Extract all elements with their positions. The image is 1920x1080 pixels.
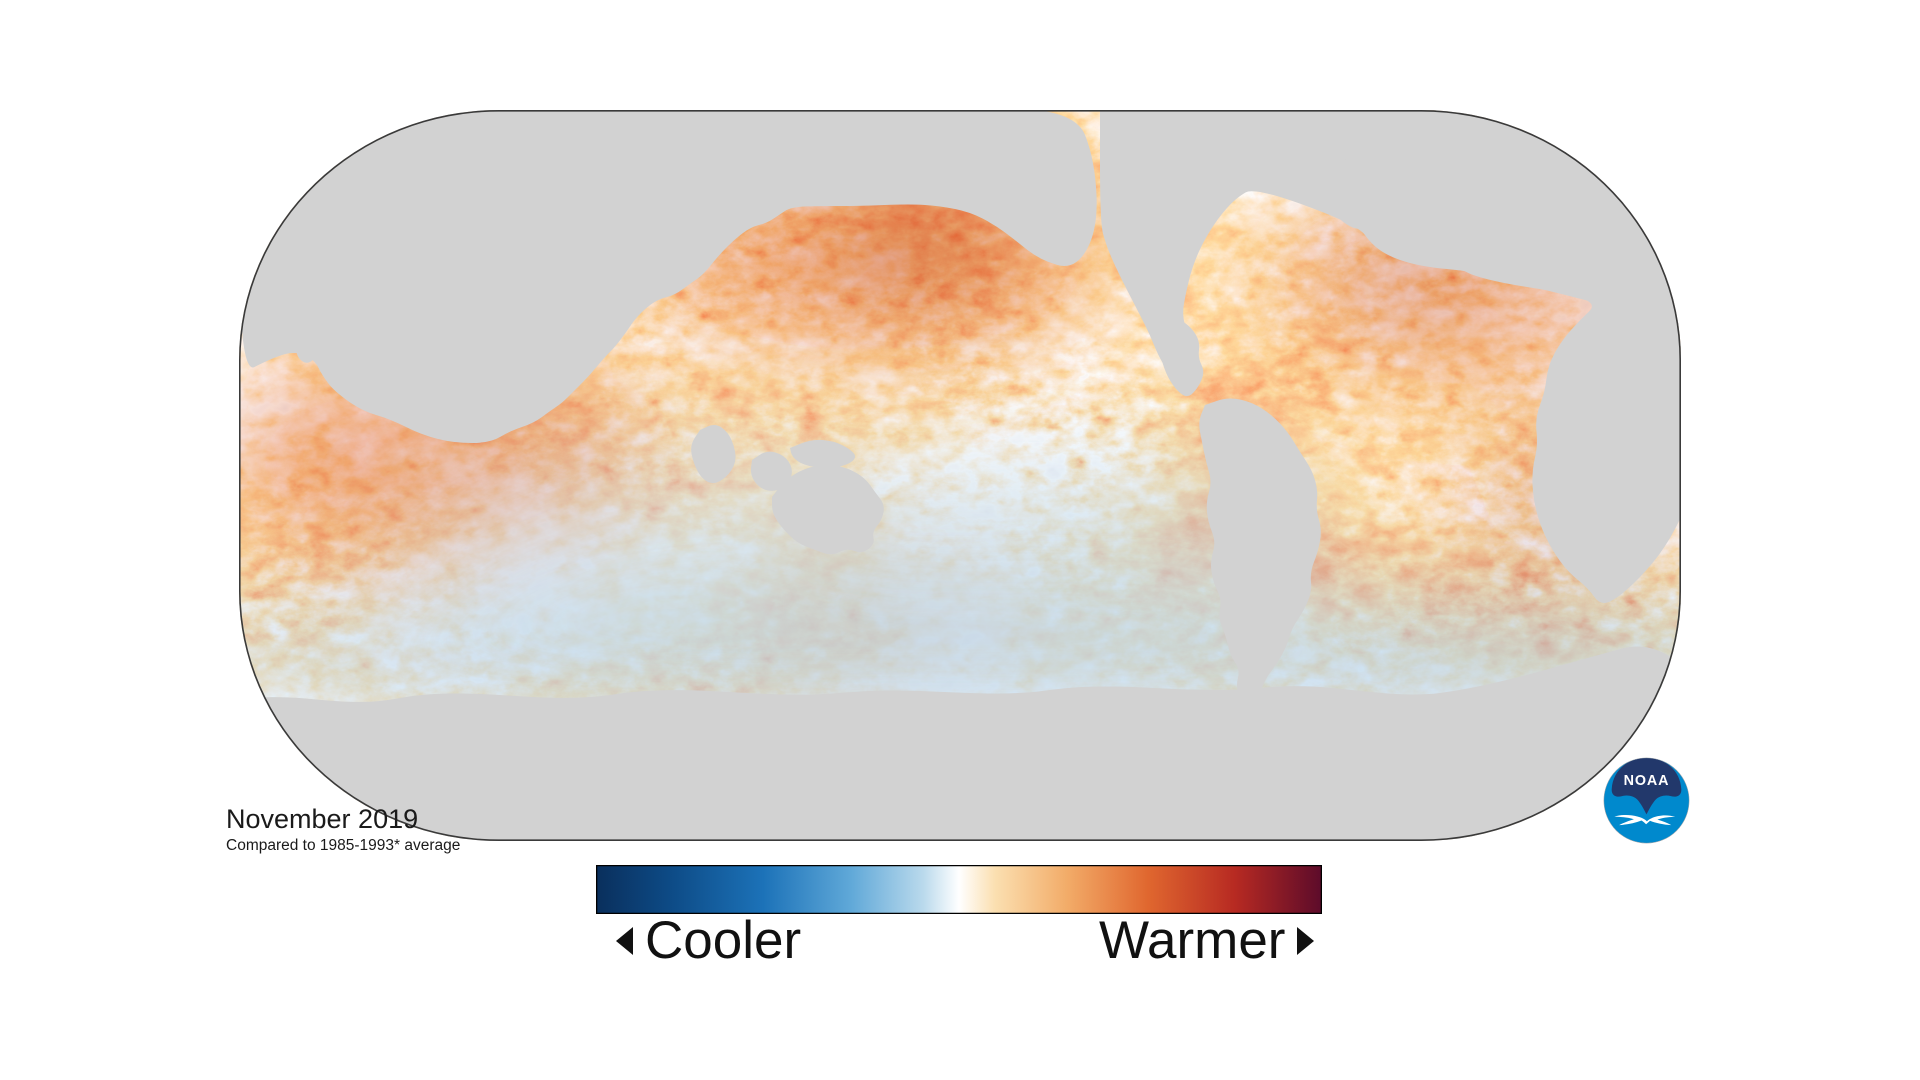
svg-text:NOAA: NOAA (1624, 773, 1670, 789)
